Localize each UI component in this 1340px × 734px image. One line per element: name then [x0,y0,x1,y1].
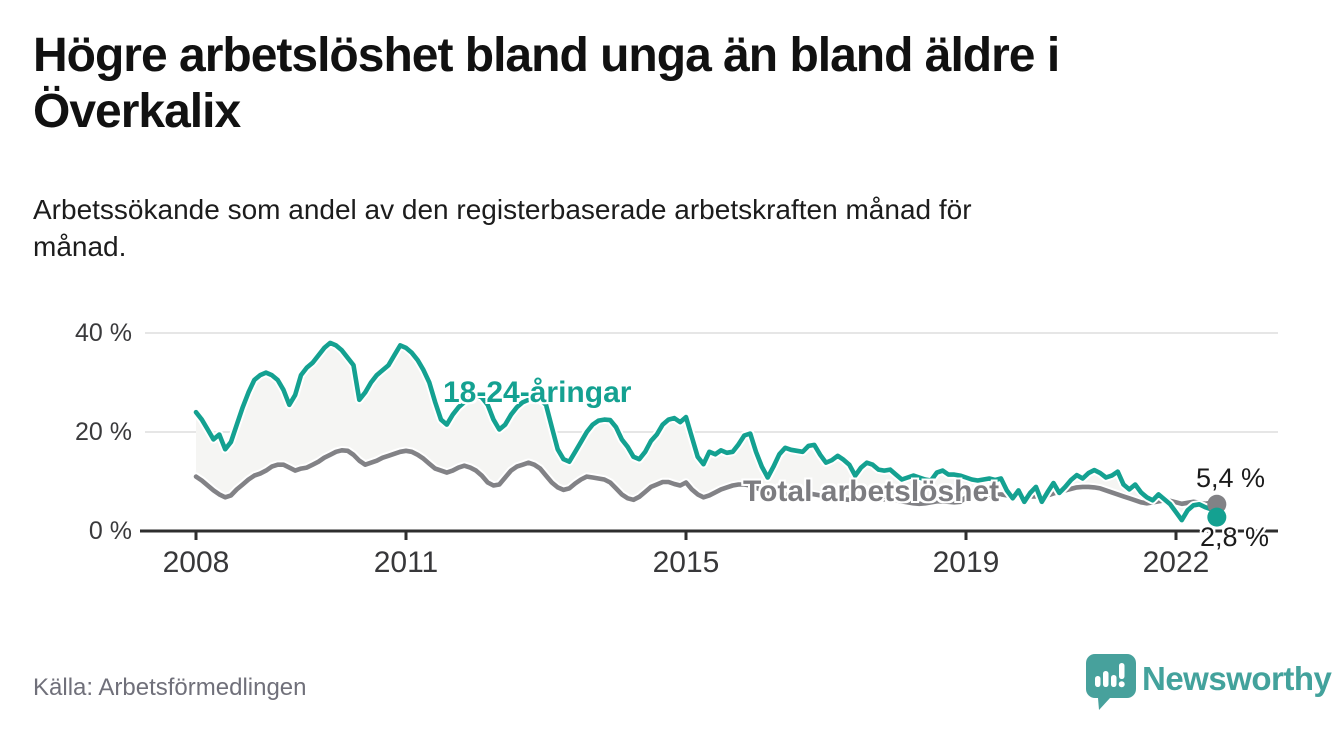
newsworthy-bubble-chart-icon [1086,654,1136,710]
series-label-total: Total arbetslöshet [743,475,1000,508]
x-tick-label-2008: 2008 [162,546,230,579]
x-tick-label-2011: 2011 [373,546,439,579]
y-tick-label-0: 0 % [88,517,132,545]
y-tick-label-20: 20 % [75,418,132,446]
source-attribution: Källa: Arbetsförmedlingen [33,674,307,701]
chart-subtitle: Arbetssökande som andel av den registerb… [33,194,972,262]
series-line-1 [193,340,1220,523]
x-tick-label-2022: 2022 [1142,546,1210,579]
page-title: Högre arbetslöshet bland unga än bland ä… [33,29,1060,139]
series-label-youth: 18-24-åringar [443,376,632,409]
y-tick-label-40: 40 % [75,319,132,347]
x-tick-label-2015: 2015 [652,546,720,579]
newsworthy-logo[interactable]: Newsworthy [1086,654,1332,712]
end-value-label-youth: 2,8 % [1199,522,1269,552]
fill-between-series [196,342,1217,521]
series-end-dot-1 [1207,507,1227,527]
brand-name: Newsworthy [1142,660,1332,697]
end-value-label-total: 5,4 % [1195,463,1265,493]
x-tick-label-2019: 2019 [932,546,1000,579]
